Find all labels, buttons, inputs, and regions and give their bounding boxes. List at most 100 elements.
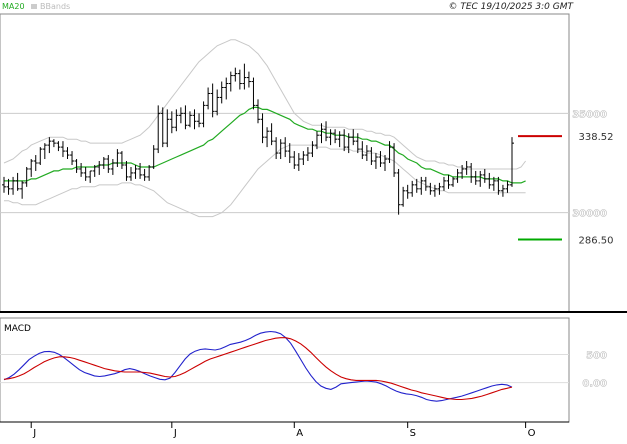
price-bar — [451, 176, 456, 187]
price-bar — [187, 111, 192, 128]
price-bar — [169, 111, 174, 134]
price-bar — [2, 176, 6, 193]
price-bar — [473, 170, 478, 185]
x-tick-label: J — [32, 428, 36, 439]
price-bar — [364, 145, 369, 162]
price-bar — [79, 163, 84, 177]
price-bar — [233, 67, 238, 82]
price-bar — [287, 143, 292, 163]
price-bar — [70, 151, 75, 165]
price-bar — [246, 71, 251, 88]
price-bar — [292, 151, 297, 169]
price-bar — [460, 164, 465, 179]
price-bar — [387, 141, 392, 163]
price-bar — [392, 143, 397, 177]
price-bar — [278, 139, 283, 160]
macd-title: MACD — [4, 324, 31, 334]
price-bar — [242, 63, 247, 90]
price-bar — [151, 145, 156, 169]
price-grid: 35000 30000 — [0, 109, 607, 220]
price-bar — [33, 155, 38, 171]
macd-grid: 500 0.00 — [0, 350, 607, 390]
price-bar — [210, 83, 215, 118]
price-bar — [478, 170, 483, 187]
price-bar — [265, 127, 270, 148]
price-bar — [396, 168, 401, 215]
price-bar — [56, 141, 61, 152]
price-bar — [197, 113, 202, 128]
price-bar — [192, 109, 197, 130]
price-bar — [20, 180, 25, 199]
x-tick-label: A — [296, 428, 303, 439]
price-bar — [251, 77, 256, 110]
price-bar — [455, 168, 460, 183]
price-bar — [124, 161, 129, 181]
price-bar — [142, 168, 147, 181]
price-bar — [133, 164, 138, 179]
price-bar — [215, 89, 220, 116]
macd-series-2 — [3, 337, 513, 401]
price-bar — [342, 129, 347, 152]
price-bar — [147, 164, 152, 181]
price-bar — [206, 87, 211, 110]
price-bar — [432, 184, 437, 197]
price-tick-label: 35000 — [572, 109, 607, 120]
price-bar — [97, 161, 102, 175]
price-bar — [115, 149, 120, 167]
price-bar — [324, 121, 329, 142]
bband-upper — [3, 39, 526, 170]
price-bar — [11, 176, 16, 195]
macd-lines — [3, 330, 513, 402]
price-bar — [15, 172, 20, 191]
support-label: 286.50 — [579, 235, 614, 246]
price-bar — [410, 180, 415, 197]
price-bar — [51, 139, 56, 148]
resistance-label: 338.52 — [579, 132, 614, 143]
price-bar — [83, 166, 88, 181]
price-bar — [110, 159, 115, 175]
price-bar — [92, 164, 97, 177]
price-bar — [219, 81, 224, 104]
price-bar — [378, 151, 383, 167]
legend-bbands: BBands — [40, 2, 70, 11]
x-tick-label: S — [410, 428, 416, 439]
price-bar — [401, 186, 406, 207]
price-bar — [129, 166, 133, 181]
price-bar — [38, 147, 43, 165]
price-bar — [355, 133, 360, 154]
price-bar — [60, 141, 65, 158]
price-bar — [165, 109, 170, 148]
x-tick-label: J — [173, 428, 177, 439]
price-bar — [383, 155, 387, 171]
price-bar — [505, 180, 510, 193]
price-bar — [256, 99, 260, 124]
price-bar — [183, 105, 188, 130]
price-levels: 338.52 286.50 — [518, 132, 614, 246]
price-bar — [29, 159, 34, 177]
price-bar — [65, 147, 70, 160]
price-bar — [487, 172, 492, 189]
price-bar — [160, 107, 165, 148]
price-bar — [274, 137, 279, 160]
price-bar — [510, 137, 514, 187]
price-bar — [296, 153, 301, 171]
x-tick-label: O — [528, 428, 536, 439]
price-bar — [119, 151, 124, 169]
price-bar — [301, 151, 306, 165]
price-bar — [201, 101, 206, 128]
price-bar — [47, 137, 52, 154]
price-bar — [6, 178, 11, 195]
price-bar — [441, 176, 446, 191]
price-bar — [405, 184, 410, 199]
ma20-line — [4, 106, 526, 184]
price-bar — [496, 176, 501, 195]
price-bar — [24, 166, 29, 187]
macd-series-1 — [3, 330, 513, 402]
price-bar — [360, 141, 365, 160]
price-bar — [106, 155, 111, 173]
price-bar — [437, 182, 442, 195]
price-bar — [310, 141, 315, 158]
price-bar — [138, 163, 143, 179]
price-bar — [446, 174, 451, 189]
